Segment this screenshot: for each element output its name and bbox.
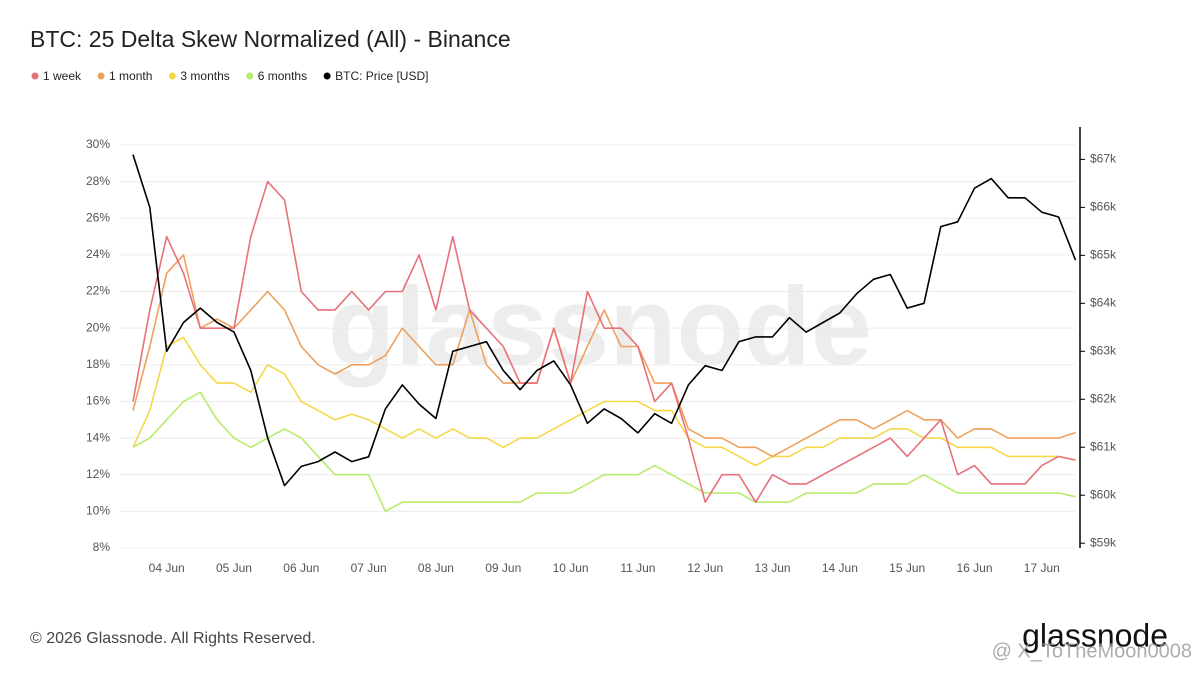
series-line bbox=[132, 154, 1077, 487]
x-tick-label: 17 Jun bbox=[1024, 561, 1060, 575]
legend-label: BTC: Price [USD] bbox=[335, 69, 428, 83]
y-tick-label: 30% bbox=[86, 137, 110, 151]
y2-tick-label: $60k bbox=[1090, 487, 1117, 501]
y-tick-label: 16% bbox=[86, 394, 110, 408]
credit-watermark: @ X_ToTheMoon0008 bbox=[992, 640, 1192, 662]
y-tick-label: 10% bbox=[86, 504, 110, 518]
legend-marker bbox=[246, 72, 254, 80]
legend-marker bbox=[323, 72, 331, 80]
x-tick-label: 08 Jun bbox=[418, 561, 454, 575]
plot-area: 8% 10% 12% 14% 16% 18% 20% 22% 24% 26% 28% 30% $59k $… bbox=[86, 127, 1117, 575]
logo: glassnode bbox=[1022, 617, 1168, 653]
y2-tick-label: $62k bbox=[1090, 391, 1117, 405]
y2-tick-label: $65k bbox=[1090, 248, 1117, 262]
y2-tick-label: $61k bbox=[1090, 439, 1117, 453]
x-tick-label: 16 Jun bbox=[956, 561, 992, 575]
legend-label: 6 months bbox=[258, 69, 307, 83]
x-tick-label: 09 Jun bbox=[485, 561, 521, 575]
legend-marker bbox=[168, 72, 176, 80]
y2-tick-label: $64k bbox=[1090, 295, 1117, 309]
x-tick-label: 05 Jun bbox=[216, 561, 252, 575]
y2-tick-label: $63k bbox=[1090, 343, 1117, 357]
watermark: glassnode bbox=[328, 265, 872, 388]
y2-tick-label: $66k bbox=[1090, 200, 1117, 214]
y-tick-label: 22% bbox=[86, 284, 110, 298]
x-tick-label: 13 Jun bbox=[755, 561, 791, 575]
y-tick-label: 24% bbox=[86, 247, 110, 261]
series-line bbox=[132, 180, 1076, 503]
x-tick-label: 07 Jun bbox=[351, 561, 387, 575]
y-tick-label: 26% bbox=[86, 210, 110, 224]
y-tick-label: 8% bbox=[93, 540, 111, 554]
legend: 1 week 1 month 3 months 6 months BTC: Price … bbox=[31, 69, 428, 83]
x-tick-label: 06 Jun bbox=[283, 561, 319, 575]
y-tick-label: 28% bbox=[86, 174, 110, 188]
y-tick-label: 20% bbox=[86, 320, 110, 334]
copyright: © 2026 Glassnode. All Rights Reserved. bbox=[30, 630, 316, 647]
x-tick-label: 04 Jun bbox=[149, 561, 185, 575]
x-tick-label: 12 Jun bbox=[687, 561, 723, 575]
y-tick-label: 18% bbox=[86, 357, 110, 371]
series-line bbox=[132, 254, 1076, 458]
x-tick-label: 15 Jun bbox=[889, 561, 925, 575]
x-tick-label: 10 Jun bbox=[553, 561, 589, 575]
legend-label: 1 month bbox=[109, 69, 152, 83]
legend-label: 1 week bbox=[43, 69, 82, 83]
y-tick-label: 14% bbox=[86, 430, 110, 444]
y2-tick-label: $59k bbox=[1090, 535, 1117, 549]
series-line bbox=[132, 391, 1076, 513]
y-tick-label: 12% bbox=[86, 467, 110, 481]
legend-marker bbox=[97, 72, 105, 80]
legend-label: 3 months bbox=[180, 69, 229, 83]
chart-title: BTC: 25 Delta Skew Normalized (All) - Bi… bbox=[30, 26, 511, 52]
x-tick-label: 14 Jun bbox=[822, 561, 858, 575]
series-line bbox=[132, 336, 1076, 467]
legend-marker bbox=[31, 72, 39, 80]
y2-tick-label: $67k bbox=[1090, 152, 1117, 166]
x-tick-label: 11 Jun bbox=[620, 561, 655, 575]
